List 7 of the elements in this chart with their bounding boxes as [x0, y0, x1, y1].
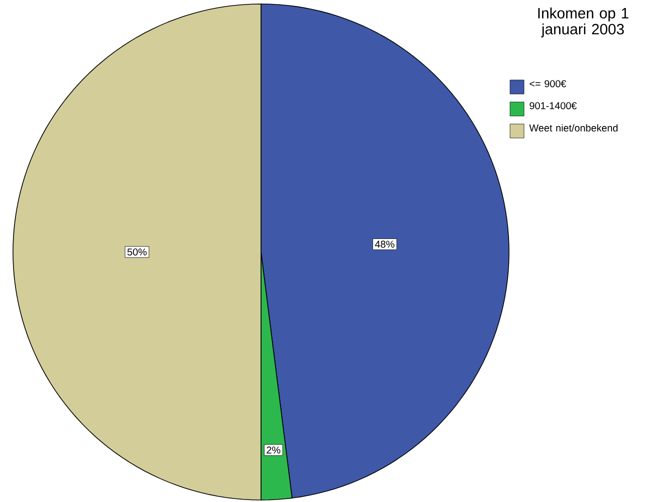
legend-title: Inkomen op 1 januari 2003: [538, 8, 628, 38]
data-label: 50%: [127, 248, 147, 256]
data-label: 2%: [266, 446, 280, 454]
legend-label: 901-1400€: [530, 102, 577, 110]
data-label: 48%: [375, 240, 394, 248]
legend-label: Weet niet/onbekend: [529, 124, 618, 132]
legend-label: <= 900€: [530, 80, 566, 88]
